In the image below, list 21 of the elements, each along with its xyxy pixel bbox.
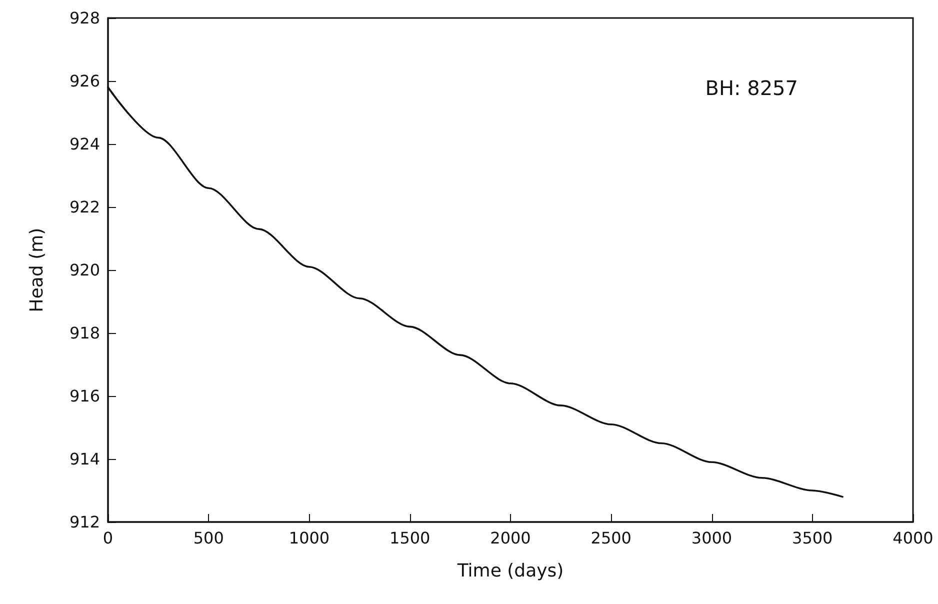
y-tick-label: 912: [69, 512, 100, 532]
y-tick-label: 916: [69, 386, 100, 406]
y-tick-label: 918: [69, 324, 100, 342]
x-tick-label: 1500: [390, 528, 430, 548]
y-tick-label: 922: [69, 198, 100, 216]
y-tick-label: 928: [69, 8, 100, 28]
x-tick-label: 0: [102, 528, 114, 548]
y-tick-label: 914: [69, 450, 100, 468]
y-tick-label: 920: [69, 260, 100, 280]
x-tick-label: 3000: [691, 528, 732, 548]
y-tick-label: 926: [69, 72, 100, 90]
x-tick-label: 3500: [792, 528, 833, 548]
annotation: BH: 8257: [705, 76, 798, 100]
y-tick-label: 924: [69, 134, 100, 154]
x-tick-label: 500: [193, 528, 224, 548]
x-tick-label: 4000: [892, 528, 934, 548]
x-axis-title: Time (days): [456, 560, 564, 582]
x-tick-label: 2000: [490, 528, 531, 548]
x-tick-label: 2500: [590, 528, 632, 548]
x-tick-label: 1000: [288, 528, 330, 548]
y-axis-title: Head (m): [26, 228, 48, 312]
